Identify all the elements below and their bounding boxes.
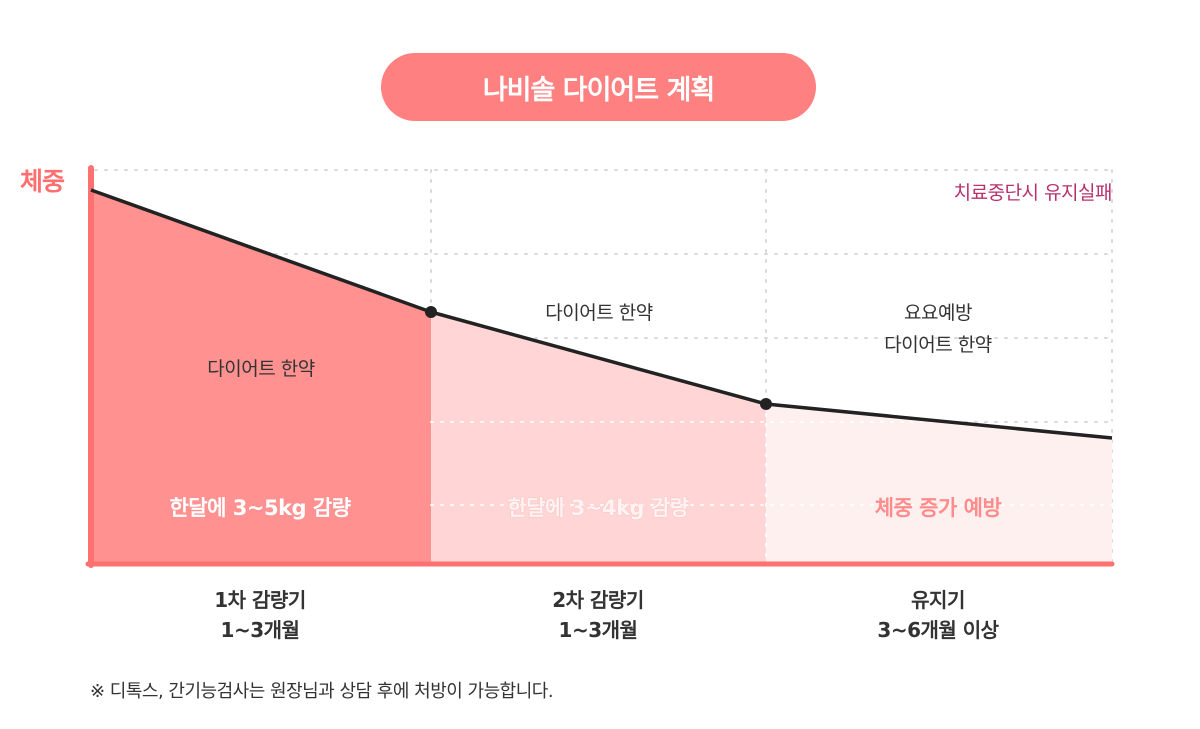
diagram-title: 나비솔 다이어트 계획 <box>381 53 816 121</box>
grid-overlay <box>430 403 1113 564</box>
phase-3-medicine: 요요예방 다이어트 한약 <box>884 297 992 361</box>
phase-3-label: 유지기 3~6개월 이상 <box>877 585 999 645</box>
footnote: ※ 디톡스, 간기능검사는 원장님과 상담 후에 처방이 가능합니다. <box>90 681 554 702</box>
phase-3-medicine-line-2: 다이어트 한약 <box>884 334 992 356</box>
phase-2-label: 2차 감량기 1~3개월 <box>552 585 644 645</box>
phase-3-area <box>766 404 1112 563</box>
phase-2-medicine: 다이어트 한약 <box>545 302 653 324</box>
phase-boundary-point-2 <box>760 398 772 410</box>
phase-1-medicine: 다이어트 한약 <box>207 358 315 380</box>
maintenance-fail-note: 치료중단시 유지실패 <box>953 182 1113 204</box>
phase-2-name: 2차 감량기 <box>552 588 644 612</box>
phase-1-name: 1차 감량기 <box>214 588 306 612</box>
phase-3-duration: 3~6개월 이상 <box>877 618 999 642</box>
phase-1-goal: 한달에 3~5kg 감량 <box>169 496 351 520</box>
phase-boundary-point-1 <box>425 306 437 318</box>
phase-3-name: 유지기 <box>911 588 965 612</box>
phase-3-medicine-line-1: 요요예방 <box>904 302 972 324</box>
phase-2-duration: 1~3개월 <box>558 618 638 642</box>
weight-trend-line <box>90 188 1113 440</box>
phase-2-goal: 한달에 3~4kg 감량 <box>507 496 689 520</box>
phase-3-goal: 체중 증가 예방 <box>874 496 1002 520</box>
phase-1-duration: 1~3개월 <box>220 618 300 642</box>
phase-1-label: 1차 감량기 1~3개월 <box>214 585 306 645</box>
phase-2-area <box>431 312 766 563</box>
y-axis-label: 체중 <box>20 167 65 196</box>
